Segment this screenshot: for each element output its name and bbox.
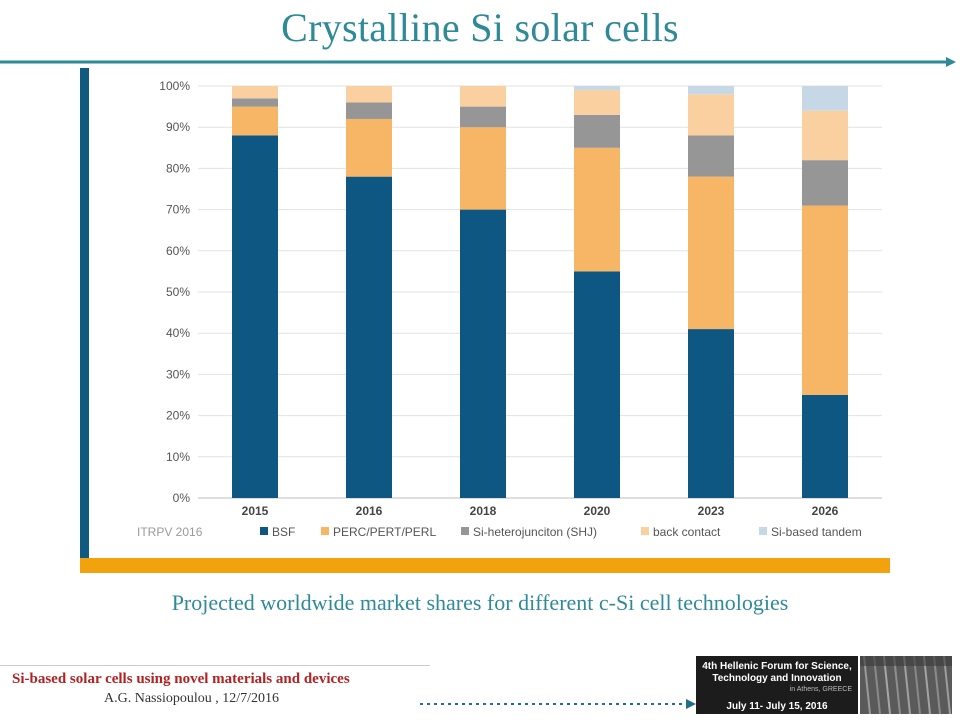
- bar-segment: [802, 110, 848, 161]
- bar-segment: [688, 329, 734, 498]
- bar-segment: [574, 271, 620, 498]
- y-tick-label: 40%: [166, 326, 190, 340]
- legend-label: back contact: [653, 525, 721, 539]
- y-tick-label: 100%: [159, 79, 190, 93]
- left-accent-bar: [80, 68, 89, 558]
- bar-segment: [460, 86, 506, 107]
- bottom-accent-bar: [80, 558, 890, 573]
- bar-segment: [802, 86, 848, 111]
- stacked-bar-chart: 0% 10% 20% 30% 40% 50% 60% 70% 80% 90% 100% 2015 201…: [137, 79, 882, 539]
- legend-label: Si-heterojunciton (SHJ): [473, 525, 597, 539]
- bar-segment: [346, 86, 392, 103]
- chart-caption: Projected worldwide market shares for di…: [171, 590, 789, 615]
- bar-segment: [574, 90, 620, 115]
- x-tick-label: 2016: [356, 504, 383, 518]
- footer-talk-title: Si-based solar cells using novel materia…: [12, 671, 350, 687]
- x-tick-label: 2015: [242, 504, 269, 518]
- footer-divider: [0, 665, 430, 666]
- bar-segment: [346, 118, 392, 177]
- forum-logo: 4th Hellenic Forum for Science, Technolo…: [696, 656, 858, 714]
- bar-segment: [232, 86, 278, 99]
- x-tick-label: 2020: [584, 504, 611, 518]
- y-tick-label: 60%: [166, 244, 190, 258]
- source-label: ITRPV 2016: [137, 525, 203, 539]
- y-tick-label: 50%: [166, 285, 190, 299]
- bar-segment: [346, 102, 392, 119]
- legend-swatch: [321, 527, 329, 535]
- y-tick-label: 20%: [166, 409, 190, 423]
- bar-segment: [460, 209, 506, 498]
- x-tick-label: 2018: [470, 504, 497, 518]
- bar-segment: [802, 160, 848, 206]
- bar-segment: [460, 106, 506, 128]
- y-tick-label: 30%: [166, 367, 190, 381]
- forum-subtitle: Technology and Innovation: [712, 673, 842, 684]
- legend-label: BSF: [272, 525, 295, 539]
- bar-segment: [688, 94, 734, 136]
- slide-title: Crystalline Si solar cells: [281, 5, 679, 50]
- bar-segment: [574, 147, 620, 272]
- y-tick-label: 80%: [166, 161, 190, 175]
- bar-segment: [802, 205, 848, 395]
- footer-author-date: A.G. Nassiopoulou , 12/7/2016: [104, 691, 279, 706]
- forum-name: 4th Hellenic Forum for Science,: [702, 661, 852, 672]
- bar-segment: [574, 86, 620, 91]
- bar-segment: [688, 176, 734, 330]
- bar-segment: [232, 106, 278, 136]
- bar-segment: [346, 176, 392, 498]
- legend-swatch: [260, 527, 268, 535]
- legend-swatch: [641, 527, 649, 535]
- micrograph-image: [860, 656, 952, 714]
- forum-location: in Athens, GREECE: [789, 686, 852, 693]
- title-divider: [0, 57, 956, 67]
- legend-swatch: [759, 527, 767, 535]
- bar-segment: [688, 86, 734, 95]
- bar-segment: [802, 395, 848, 498]
- bar-segment: [460, 127, 506, 210]
- y-tick-label: 90%: [166, 120, 190, 134]
- x-tick-label: 2026: [812, 504, 839, 518]
- legend-label: PERC/PERT/PERL: [333, 525, 436, 539]
- y-tick-label: 10%: [166, 450, 190, 464]
- y-tick-label: 70%: [166, 203, 190, 217]
- dotted-arrow: [420, 699, 696, 709]
- y-tick-label: 0%: [173, 491, 191, 505]
- legend-label: Si-based tandem: [771, 525, 862, 539]
- bar-segment: [688, 135, 734, 177]
- bar-segment: [232, 135, 278, 498]
- bar-segment: [232, 98, 278, 107]
- x-tick-label: 2023: [698, 504, 725, 518]
- legend-swatch: [461, 527, 469, 535]
- forum-dates: July 11- July 15, 2016: [726, 701, 828, 712]
- bar-segment: [574, 114, 620, 148]
